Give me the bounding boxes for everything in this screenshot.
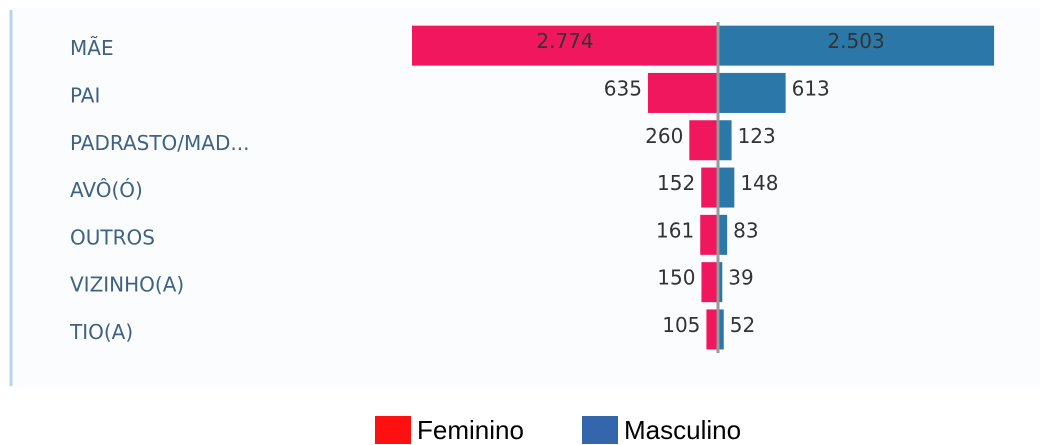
- value-label: 105: [662, 313, 700, 337]
- value-label: 152: [657, 171, 695, 195]
- value-label: 148: [740, 171, 778, 195]
- bar: [718, 25, 995, 66]
- bar: [706, 309, 718, 350]
- bar: [412, 25, 718, 66]
- bar: [718, 214, 728, 255]
- bar: [701, 167, 718, 208]
- bar: [700, 214, 718, 255]
- category-label: TIO(A): [69, 320, 133, 344]
- bar: [718, 167, 735, 208]
- value-label: 161: [656, 218, 694, 242]
- category-label: OUTROS: [70, 225, 155, 249]
- panel: [10, 8, 1040, 388]
- bar: [701, 262, 718, 303]
- category-label: VIZINHO(A): [70, 273, 184, 297]
- bar: [718, 120, 732, 161]
- bar: [718, 262, 723, 303]
- value-label: 52: [730, 313, 755, 337]
- value-label: 83: [733, 218, 758, 242]
- value-label: 2.774: [536, 29, 593, 53]
- value-label: 123: [738, 124, 776, 148]
- bar: [718, 309, 724, 350]
- bar: [718, 72, 786, 113]
- value-label: 39: [728, 266, 753, 290]
- legend-label: Feminino: [417, 415, 524, 445]
- value-label: 613: [792, 76, 830, 100]
- value-label: 260: [645, 124, 683, 148]
- category-label: MÃE: [70, 36, 114, 60]
- legend-label: Masculino: [624, 415, 741, 445]
- bar: [689, 120, 718, 161]
- category-label: PADRASTO/MAD...: [70, 131, 249, 155]
- legend-swatch: [582, 416, 618, 444]
- category-label: AVÔ(Ó): [70, 178, 143, 202]
- legend-swatch: [375, 416, 411, 444]
- bar: [647, 72, 718, 113]
- value-label: 150: [657, 266, 695, 290]
- value-label: 635: [604, 76, 642, 100]
- category-label: PAI: [70, 83, 100, 107]
- value-label: 2.503: [827, 29, 884, 53]
